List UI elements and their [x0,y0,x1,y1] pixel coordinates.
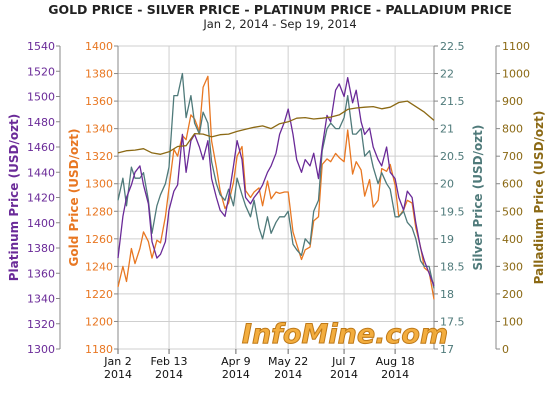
platinum-tick-label: 1380 [27,242,55,255]
palladium-tick-label: 700 [502,150,523,163]
palladium-tick-label: 1000 [502,68,530,81]
silver-tick-label: 20.5 [440,150,465,163]
platinum-axis-label: Platinum Price (USD/ozt) [7,114,21,282]
x-tick-label: Apr 9 2014 [221,355,251,381]
silver-tick-label: 19.5 [440,205,465,218]
platinum-tick-label: 1360 [27,267,55,280]
gold-axis-label: Gold Price (USD/ozt) [67,129,81,267]
palladium-tick-label: 900 [502,95,523,108]
palladium-tick-label: 100 [502,315,523,328]
palladium-tick-label: 400 [502,233,523,246]
platinum-tick-label: 1520 [27,65,55,78]
gold-tick-label: 1340 [85,123,113,136]
palladium-tick-label: 300 [502,260,523,273]
gold-tick-label: 1260 [85,233,113,246]
silver-tick-label: 22 [440,68,454,81]
silver-tick-label: 17.5 [440,315,465,328]
series-lines [117,72,435,300]
silver-tick-label: 19 [440,233,454,246]
platinum-tick-label: 1420 [27,192,55,205]
silver-tick-label: 18 [440,288,454,301]
gold-tick-label: 1400 [85,40,113,53]
x-tick-label: May 22 2014 [268,355,308,381]
platinum-tick-label: 1480 [27,116,55,129]
silver-tick-label: 22.5 [440,40,465,53]
platinum-tick-label: 1440 [27,166,55,179]
palladium-tick-label: 200 [502,288,523,301]
gold-tick-label: 1280 [85,205,113,218]
palladium-tick-label: 500 [502,205,523,218]
palladium-tick-label: 0 [502,343,509,356]
silver-series-line [117,72,435,289]
platinum-tick-label: 1460 [27,141,55,154]
x-tick-label: Jul 7 2014 [330,355,358,381]
palladium-tick-label: 600 [502,178,523,191]
x-tick-label: Feb 13 2014 [151,355,188,381]
platinum-tick-label: 1500 [27,91,55,104]
gold-tick-label: 1360 [85,95,113,108]
gold-series-line [117,75,435,300]
gold-tick-label: 1300 [85,178,113,191]
chart-subtitle: Jan 2, 2014 - Sep 19, 2014 [203,17,357,31]
platinum-tick-label: 1340 [27,293,55,306]
palladium-tick-label: 1100 [502,40,530,53]
gold-tick-label: 1220 [85,288,113,301]
silver-tick-label: 21.5 [440,95,465,108]
gold-tick-label: 1200 [85,315,113,328]
silver-tick-label: 18.5 [440,260,465,273]
silver-axis-label: Silver Price (USD/ozt) [471,125,485,271]
plot-frame [117,45,435,350]
x-tick-label: Jan 2 2014 [103,355,132,381]
platinum-tick-label: 1400 [27,217,55,230]
palladium-axis-label: Palladium Price (USD/ozt) [532,111,546,285]
chart-title: GOLD PRICE - SILVER PRICE - PLATINUM PRI… [48,2,512,17]
axes: Jan 2 2014 Feb 13 2014 Apr 9 2014 May 22 2014 Ju… [7,40,546,381]
silver-tick-label: 20 [440,178,454,191]
platinum-tick-label: 1300 [27,343,55,356]
gold-tick-label: 1380 [85,68,113,81]
gold-tick-label: 1180 [85,343,113,356]
platinum-series-line [117,76,435,287]
gold-tick-label: 1320 [85,150,113,163]
palladium-tick-label: 800 [502,123,523,136]
silver-tick-label: 21 [440,123,454,136]
x-tick-label: Aug 18 2014 [376,355,415,381]
silver-tick-label: 17 [440,343,454,356]
gridlines [117,45,435,350]
watermark: InfoMine.com [242,319,448,350]
gold-tick-label: 1240 [85,260,113,273]
platinum-tick-label: 1540 [27,40,55,53]
platinum-tick-label: 1320 [27,318,55,331]
palladium-series-line [117,100,435,155]
